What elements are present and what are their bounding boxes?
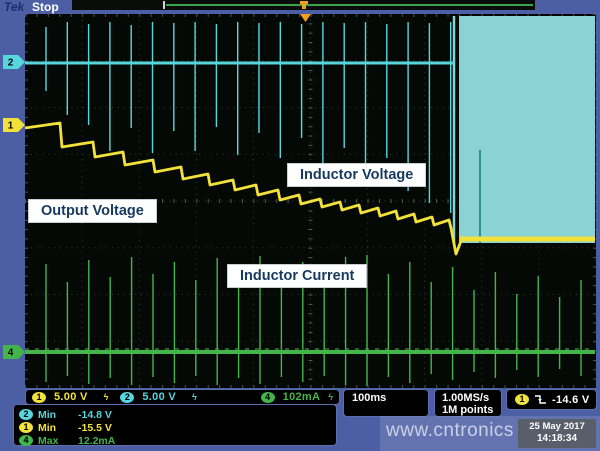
record-view-strip bbox=[72, 0, 535, 10]
record-trigger-marker-icon bbox=[300, 1, 308, 4]
ch2-zero-marker bbox=[3, 55, 25, 69]
horizontal-readout: 100ms bbox=[343, 389, 429, 417]
measurement-name: Min bbox=[38, 408, 57, 421]
svg-text:4: 4 bbox=[8, 348, 14, 359]
record-view-bracket bbox=[163, 1, 165, 9]
measurement-value: 12.2mA bbox=[78, 434, 116, 447]
record-length-value: 1M points bbox=[442, 404, 494, 416]
ch1-badge: 1 bbox=[19, 422, 33, 433]
time-text: 14:18:34 bbox=[536, 433, 578, 444]
measurements-panel: 2 Min -14.8 V 1 Min -15.5 V 4 Max 12.2mA bbox=[13, 404, 337, 447]
ch2-badge: 2 bbox=[120, 391, 135, 403]
measurement-name: Min bbox=[38, 421, 57, 434]
measurement-row: 1 Min -15.5 V bbox=[19, 421, 336, 434]
ch1-badge: 1 bbox=[32, 391, 46, 403]
timebase-value: 100ms bbox=[352, 392, 387, 404]
inductor-voltage-label: Inductor Voltage bbox=[287, 163, 427, 187]
ch1-zero-marker bbox=[3, 118, 25, 132]
ch1-scale: 5.00 V bbox=[54, 391, 88, 403]
record-trigger-marker-icon bbox=[302, 4, 306, 9]
measurement-row: 2 Min -14.8 V bbox=[19, 408, 336, 421]
trigger-readout: 1 -14.6 V bbox=[506, 389, 597, 410]
measurement-name: Max bbox=[38, 434, 59, 447]
datetime-box: 25 May 2017 14:18:34 bbox=[518, 419, 596, 448]
ch2-probe-icon: ϟ bbox=[191, 392, 197, 402]
falling-edge-icon bbox=[535, 394, 546, 404]
acquisition-status: Stop bbox=[32, 0, 59, 14]
measurement-row: 4 Max 12.2mA bbox=[19, 434, 336, 447]
ch1-probe-icon: ϟ bbox=[103, 392, 109, 402]
ch4-badge: 4 bbox=[260, 391, 275, 403]
output-voltage-label: Output Voltage bbox=[28, 199, 157, 223]
ch4-probe-icon: ϟ bbox=[328, 392, 333, 402]
ch2-badge: 2 bbox=[19, 409, 33, 420]
record-view-waveform-line bbox=[166, 4, 533, 6]
trigger-level-value: -14.6 V bbox=[552, 393, 590, 406]
acquisition-readout: 1.00MS/s 1M points bbox=[434, 389, 502, 417]
tek-logo: Tek bbox=[4, 0, 25, 14]
watermark-text: www.cntronics bbox=[386, 420, 514, 441]
date-text: 25 May 2017 bbox=[529, 421, 585, 432]
svg-text:1: 1 bbox=[8, 121, 14, 132]
ch4-badge: 4 bbox=[19, 435, 33, 446]
channel-readout-bar: 1 5.00 V ϟ 2 5.00 V ϟ 4 102mA ϟ bbox=[25, 389, 340, 405]
ch4-zero-marker bbox=[3, 345, 25, 359]
measurement-value: -14.8 V bbox=[78, 408, 112, 421]
sample-rate-value: 1.00MS/s bbox=[442, 392, 490, 404]
measurement-value: -15.5 V bbox=[78, 421, 112, 434]
svg-text:2: 2 bbox=[8, 58, 14, 69]
inductor-current-label: Inductor Current bbox=[227, 264, 368, 288]
ch4-scale: 102mA bbox=[282, 391, 321, 403]
ch2-scale: 5.00 V bbox=[142, 391, 176, 403]
trigger-source-badge: 1 bbox=[515, 394, 529, 405]
